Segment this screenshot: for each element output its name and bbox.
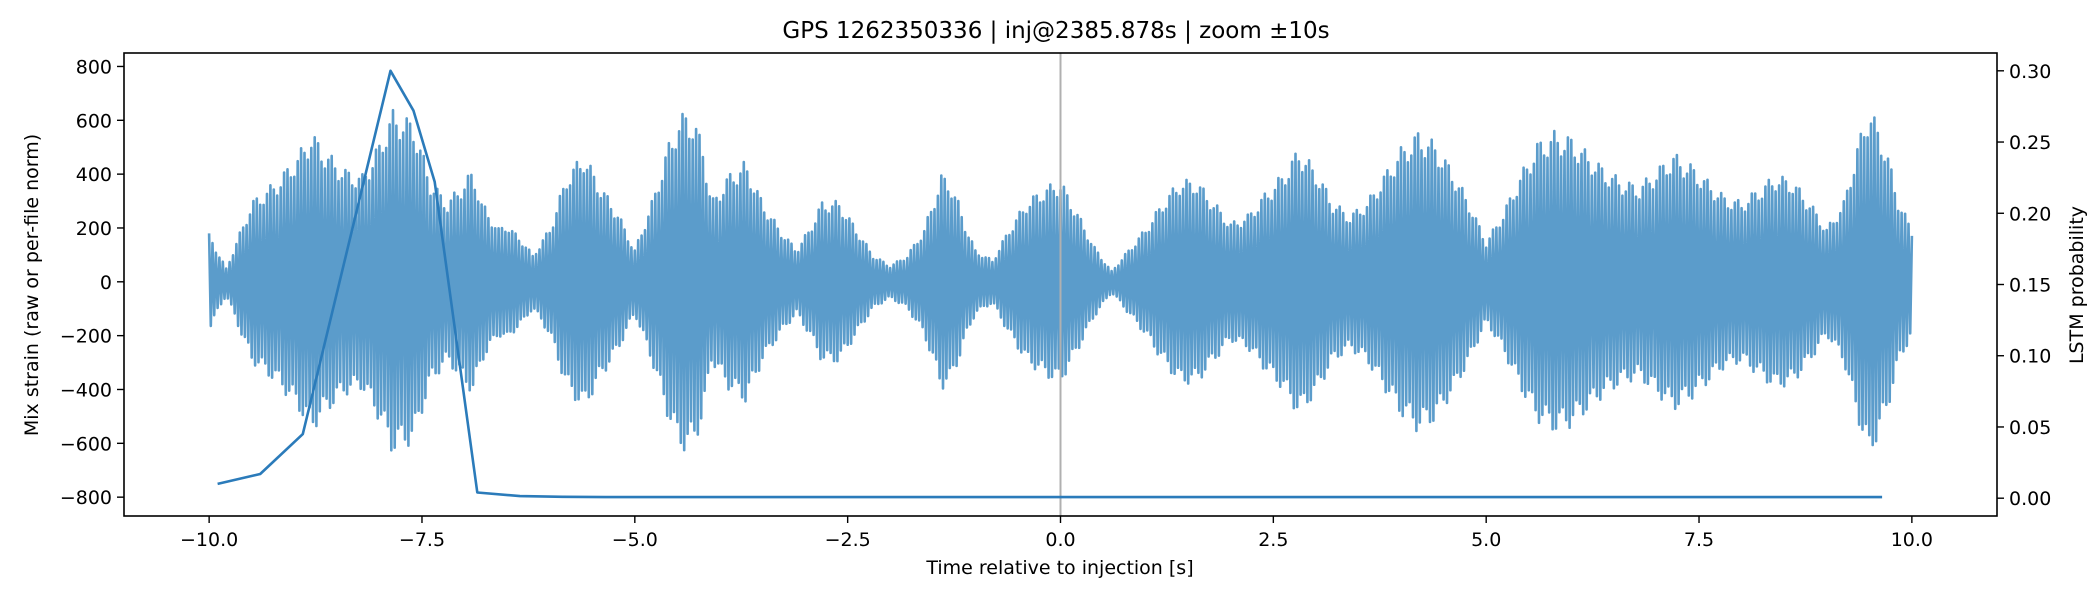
plot-area: [207, 53, 1914, 516]
x-tick-label: −10.0: [180, 529, 238, 551]
y-axis-left: −800 −600 −400 −200 0 200 400 600 800: [60, 56, 124, 509]
y-axis-left-label: Mix strain (raw or per-file norm): [21, 134, 43, 436]
y-left-tick-label: 200: [76, 218, 112, 240]
x-axis: −10.0 −7.5 −5.0 −2.5 0.0 2.5 5.0 7.5 10.0: [180, 516, 1933, 551]
y-right-tick-label: 0.15: [2009, 275, 2051, 297]
x-tick-label: 7.5: [1684, 529, 1714, 551]
y-right-tick-label: 0.00: [2009, 488, 2051, 510]
x-tick-label: 5.0: [1471, 529, 1501, 551]
y-left-tick-label: 0: [100, 272, 112, 294]
y-right-tick-label: 0.05: [2009, 417, 2051, 439]
y-right-tick-label: 0.30: [2009, 61, 2051, 83]
x-tick-label: −2.5: [825, 529, 871, 551]
y-axis-right: 0.00 0.05 0.10 0.15 0.20 0.25 0.30: [1997, 61, 2051, 510]
y-left-tick-label: −600: [60, 433, 112, 455]
x-tick-label: 2.5: [1258, 529, 1288, 551]
y-left-tick-label: −400: [60, 379, 112, 401]
x-axis-label: Time relative to injection [s]: [925, 557, 1193, 579]
x-tick-label: −5.0: [612, 529, 658, 551]
x-tick-label: 0.0: [1045, 529, 1075, 551]
y-right-tick-label: 0.25: [2009, 132, 2051, 154]
y-left-tick-label: 400: [76, 164, 112, 186]
x-tick-label: 10.0: [1891, 529, 1933, 551]
y-left-tick-label: 800: [76, 56, 112, 78]
x-tick-label: −7.5: [399, 529, 445, 551]
y-left-tick-label: 600: [76, 110, 112, 132]
y-right-tick-label: 0.20: [2009, 203, 2051, 225]
lstm-probability-line: [217, 69, 1883, 499]
y-left-tick-label: −800: [60, 487, 112, 509]
chart-title: GPS 1262350336 | inj@2385.878s | zoom ±1…: [782, 18, 1329, 44]
y-right-tick-label: 0.10: [2009, 346, 2051, 368]
y-left-tick-label: −200: [60, 326, 112, 348]
y-axis-right-label: LSTM probability: [2066, 206, 2088, 364]
